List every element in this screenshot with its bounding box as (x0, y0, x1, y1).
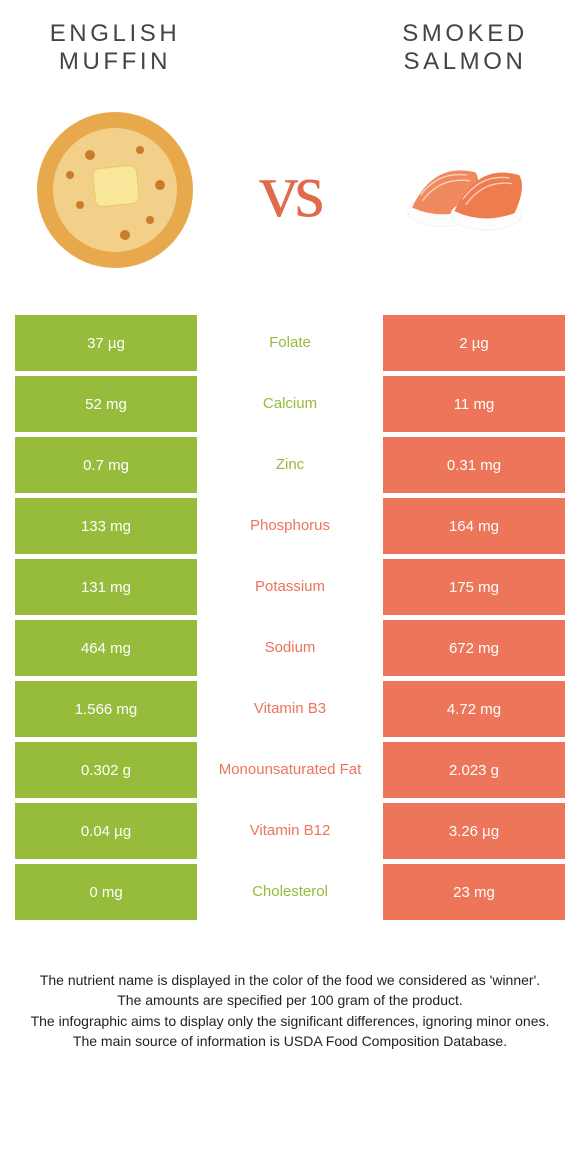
table-row: 52 mgCalcium11 mg (15, 376, 565, 432)
left-value: 0.04 µg (15, 803, 197, 859)
right-value: 175 mg (383, 559, 565, 615)
left-food-icon (30, 105, 200, 275)
left-value: 1.566 mg (15, 681, 197, 737)
nutrient-name: Sodium (197, 620, 383, 676)
nutrient-name: Monounsaturated Fat (197, 742, 383, 798)
title-row: English Muffin Smoked Salmon (15, 20, 565, 75)
right-value: 4.72 mg (383, 681, 565, 737)
table-row: 133 mgPhosphorus164 mg (15, 498, 565, 554)
left-value: 133 mg (15, 498, 197, 554)
left-value: 0.302 g (15, 742, 197, 798)
nutrient-name: Cholesterol (197, 864, 383, 920)
left-food-title: English Muffin (15, 20, 215, 75)
table-row: 0 mgCholesterol23 mg (15, 864, 565, 920)
right-value: 2.023 g (383, 742, 565, 798)
nutrient-name: Zinc (197, 437, 383, 493)
vs-label: vs (259, 145, 321, 235)
left-value: 464 mg (15, 620, 197, 676)
left-value: 131 mg (15, 559, 197, 615)
table-row: 464 mgSodium672 mg (15, 620, 565, 676)
nutrient-name: Folate (197, 315, 383, 371)
table-row: 0.04 µgVitamin B123.26 µg (15, 803, 565, 859)
right-value: 3.26 µg (383, 803, 565, 859)
footer-line: The infographic aims to display only the… (25, 1011, 555, 1031)
footer-line: The main source of information is USDA F… (25, 1031, 555, 1051)
comparison-table: 37 µgFolate2 µg52 mgCalcium11 mg0.7 mgZi… (15, 315, 565, 920)
nutrient-name: Vitamin B12 (197, 803, 383, 859)
footer-line: The amounts are specified per 100 gram o… (25, 990, 555, 1010)
right-food-title: Smoked Salmon (365, 20, 565, 75)
table-row: 0.7 mgZinc0.31 mg (15, 437, 565, 493)
table-row: 1.566 mgVitamin B34.72 mg (15, 681, 565, 737)
left-value: 0 mg (15, 864, 197, 920)
right-food-icon (380, 105, 550, 275)
table-row: 0.302 gMonounsaturated Fat2.023 g (15, 742, 565, 798)
right-value: 11 mg (383, 376, 565, 432)
left-value: 52 mg (15, 376, 197, 432)
footer-line: The nutrient name is displayed in the co… (25, 970, 555, 990)
nutrient-name: Potassium (197, 559, 383, 615)
left-value: 37 µg (15, 315, 197, 371)
nutrient-name: Vitamin B3 (197, 681, 383, 737)
right-value: 23 mg (383, 864, 565, 920)
nutrient-name: Phosphorus (197, 498, 383, 554)
right-value: 2 µg (383, 315, 565, 371)
table-row: 37 µgFolate2 µg (15, 315, 565, 371)
right-value: 672 mg (383, 620, 565, 676)
image-row: vs (15, 105, 565, 275)
table-row: 131 mgPotassium175 mg (15, 559, 565, 615)
left-value: 0.7 mg (15, 437, 197, 493)
nutrient-name: Calcium (197, 376, 383, 432)
footer-notes: The nutrient name is displayed in the co… (15, 970, 565, 1051)
right-value: 164 mg (383, 498, 565, 554)
right-value: 0.31 mg (383, 437, 565, 493)
